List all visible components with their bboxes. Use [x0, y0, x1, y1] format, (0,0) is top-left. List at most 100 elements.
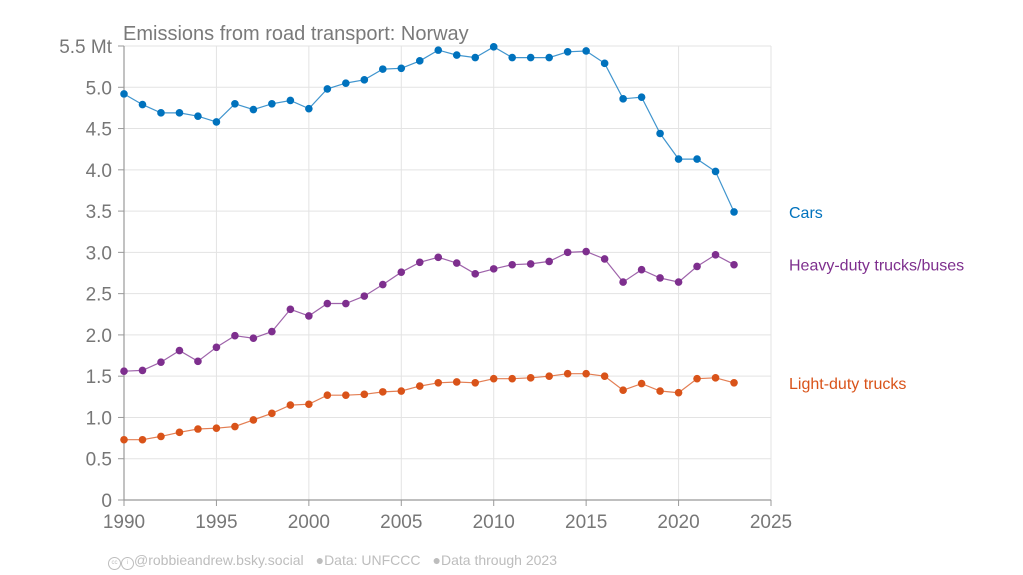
axes: 0 0.5 1.0 1.5 2.0 2.5 3.0 3.5 4.0 4.5 5.0 5.5 Mt 199…: [59, 37, 792, 533]
data-point: [397, 268, 406, 276]
creative-commons-icon: cc: [108, 557, 121, 570]
data-point: [508, 260, 516, 269]
data-point: [286, 305, 295, 314]
footer-separator: ●: [315, 552, 325, 568]
data-point: [452, 259, 461, 267]
data-point: [415, 382, 424, 390]
y-tick-label: 3.5: [86, 202, 112, 223]
data-point: [508, 374, 516, 383]
data-point: [194, 112, 202, 120]
data-point: [637, 265, 646, 274]
data-point: [305, 400, 313, 409]
data-point: [637, 93, 646, 101]
series-line: [124, 373, 735, 441]
series-labels: Cars Heavy-duty trucks/buses Light-duty tr…: [789, 205, 964, 393]
footer-source: Data: UNFCCC: [324, 552, 421, 568]
footer: cc i @robbieandrew.bsky.social ●Data: UNFCC…: [108, 552, 557, 570]
data-point: [619, 386, 627, 395]
data-point: [600, 255, 609, 263]
data-point: [452, 378, 461, 386]
data-point: [157, 109, 165, 117]
data-point: [693, 374, 701, 383]
y-tick-label: 0.5: [86, 450, 112, 471]
data-point: [342, 299, 350, 308]
data-point: [637, 379, 646, 388]
data-point: [397, 387, 406, 395]
data-point: [212, 343, 221, 352]
x-tick-label: 2015: [565, 512, 607, 533]
data-point: [212, 118, 221, 126]
data-point: [157, 432, 165, 441]
data-point: [305, 312, 313, 320]
data-point: [120, 435, 128, 444]
series-light-duty-trucks: [120, 369, 738, 444]
y-tick-label: 2.5: [86, 285, 112, 306]
data-point: [212, 424, 221, 432]
x-tick-label: 1990: [103, 512, 145, 533]
data-point: [489, 265, 498, 273]
data-point: [730, 378, 738, 387]
x-tick-label: 2005: [380, 512, 422, 533]
data-point: [489, 374, 498, 383]
data-point: [286, 96, 295, 105]
data-point: [268, 327, 276, 336]
data-point: [674, 388, 683, 397]
y-tick-label: 4.0: [86, 161, 112, 182]
data-point: [231, 331, 239, 340]
x-tick-label: 2010: [473, 512, 515, 533]
data-point: [415, 258, 424, 267]
data-point: [582, 247, 590, 256]
series-label: Heavy-duty trucks/buses: [789, 258, 964, 275]
data-point: [175, 428, 184, 437]
y-tick-label: 0: [101, 491, 112, 512]
y-tick-label: 1.0: [86, 408, 112, 429]
data-point: [526, 374, 535, 382]
data-point: [138, 366, 147, 375]
x-tick-label: 2025: [750, 512, 792, 533]
data-point: [268, 409, 276, 418]
series-group: [120, 43, 738, 444]
data-point: [582, 47, 590, 55]
data-point: [249, 105, 258, 114]
data-point: [286, 401, 295, 409]
data-point: [138, 100, 147, 109]
footer-coverage: Data through 2023: [441, 552, 557, 568]
data-point: [175, 346, 184, 355]
data-point: [730, 260, 738, 269]
y-tick-label: 5.0: [86, 78, 112, 99]
y-tick-label: 1.5: [86, 367, 112, 388]
y-tick-label: 3.0: [86, 243, 112, 264]
data-point: [711, 167, 720, 176]
data-point: [471, 53, 480, 62]
data-point: [323, 85, 332, 93]
footer-author[interactable]: @robbieandrew.bsky.social: [134, 552, 304, 568]
data-point: [415, 57, 424, 65]
data-point: [249, 416, 258, 424]
data-point: [545, 372, 553, 380]
data-point: [138, 435, 147, 444]
data-point: [545, 53, 553, 62]
data-point: [693, 262, 701, 271]
series-label: Light-duty trucks: [789, 376, 906, 393]
y-tick-label: 2.0: [86, 326, 112, 347]
data-point: [175, 109, 184, 117]
data-point: [674, 278, 683, 286]
y-tick-label: 5.5 Mt: [59, 37, 113, 58]
data-point: [545, 257, 553, 266]
data-point: [526, 53, 535, 62]
data-point: [656, 129, 664, 138]
data-point: [563, 248, 572, 257]
series-heavy-duty-trucks-buses: [120, 247, 738, 376]
data-point: [526, 260, 535, 268]
data-point: [194, 357, 202, 366]
data-point: [268, 99, 276, 108]
data-point: [360, 390, 369, 399]
data-point: [379, 388, 387, 396]
data-point: [379, 280, 387, 289]
data-point: [120, 90, 128, 98]
attribution-icon: i: [121, 557, 134, 570]
chart-title: Emissions from road transport: Norway: [123, 23, 469, 45]
data-point: [471, 270, 480, 278]
data-point: [434, 378, 443, 387]
data-point: [711, 251, 720, 259]
